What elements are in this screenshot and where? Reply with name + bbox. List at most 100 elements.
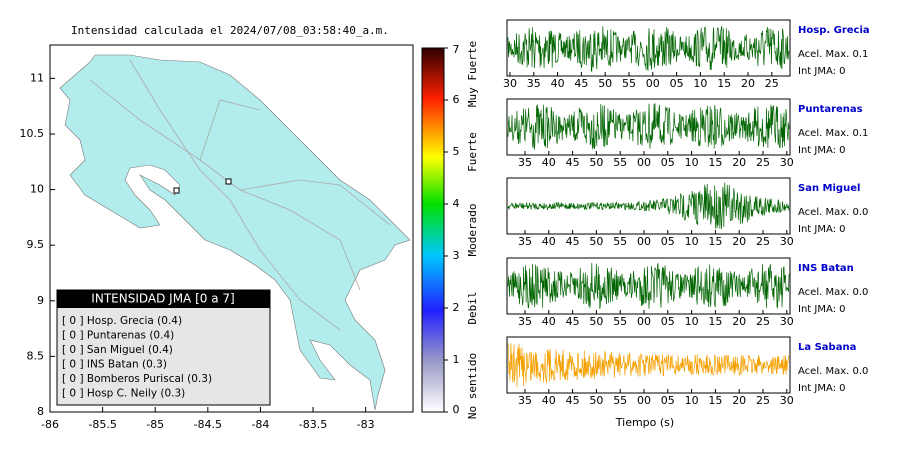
time-tick-label: 05 (670, 77, 684, 90)
colorbar-class: Fuerte (466, 132, 479, 172)
time-tick-label: 20 (732, 394, 746, 407)
time-tick-label: 00 (646, 77, 660, 90)
y-tick-label: 8.5 (27, 349, 45, 362)
time-tick-label: 35 (518, 315, 532, 328)
station-int: Int JMA: 0 (798, 304, 846, 315)
colorbar-tick-label: 3 (453, 249, 460, 262)
y-tick-label: 10 (30, 183, 44, 196)
time-tick-label: 30 (780, 235, 794, 248)
x-tick-label: -84.5 (194, 418, 222, 431)
time-tick-label: 15 (708, 315, 722, 328)
time-tick-label: 10 (685, 235, 699, 248)
time-tick-label: 50 (589, 156, 603, 169)
waveform (507, 182, 790, 230)
legend-entry: [ 0 ] Hosp. Grecia (0.4) (62, 315, 182, 327)
time-tick-label: 50 (589, 315, 603, 328)
time-tick-label: 45 (566, 156, 580, 169)
time-tick-label: 05 (661, 235, 675, 248)
y-tick-label: 9 (37, 294, 44, 307)
station-name: San Miguel (798, 183, 860, 194)
time-tick-label: 05 (661, 156, 675, 169)
time-tick-label: 35 (518, 235, 532, 248)
time-tick-label: 30 (503, 77, 517, 90)
station-accel: Acel. Max. 0.0 (798, 287, 868, 298)
time-tick-label: 55 (622, 77, 636, 90)
time-tick-label: 40 (542, 315, 556, 328)
time-tick-label: 55 (613, 235, 627, 248)
y-tick-label: 11 (30, 71, 44, 84)
y-tick-label: 9.5 (27, 238, 45, 251)
time-tick-label: 45 (566, 235, 580, 248)
time-tick-label: 20 (732, 315, 746, 328)
time-tick-label: 10 (693, 77, 707, 90)
legend-entry: [ 0 ] San Miguel (0.4) (62, 344, 173, 356)
time-tick-label: 15 (708, 235, 722, 248)
time-tick-label: 30 (780, 315, 794, 328)
roads (89, 59, 391, 331)
x-tick-label: -86 (41, 418, 59, 431)
time-tick-label: 25 (756, 394, 770, 407)
time-tick-label: 25 (756, 235, 770, 248)
station-name: Hosp. Grecia (798, 25, 870, 36)
time-tick-label: 00 (637, 394, 651, 407)
time-tick-label: 55 (613, 394, 627, 407)
legend-title: INTENSIDAD JMA [0 a 7] (91, 292, 234, 306)
time-tick-label: 40 (542, 235, 556, 248)
time-tick-label: 00 (637, 156, 651, 169)
time-tick-label: 10 (685, 156, 699, 169)
colorbar (421, 47, 445, 413)
time-tick-label: 30 (780, 156, 794, 169)
time-tick-label: 45 (566, 394, 580, 407)
station-int: Int JMA: 0 (798, 224, 846, 235)
legend-box (56, 289, 271, 406)
colorbar-class: Moderado (466, 204, 479, 257)
colorbar-class: Debil (466, 291, 479, 324)
x-tick-label: -85 (146, 418, 164, 431)
station-marker (173, 187, 180, 194)
time-tick-label: 20 (741, 77, 755, 90)
time-tick-label: 15 (708, 394, 722, 407)
time-tick-label: 00 (637, 235, 651, 248)
time-tick-label: 00 (637, 315, 651, 328)
colorbar-tick-label: 2 (453, 301, 460, 314)
legend-entry: [ 0 ] Hosp C. Neily (0.3) (62, 388, 185, 400)
time-tick-label: 50 (589, 235, 603, 248)
station-accel: Acel. Max. 0.1 (798, 128, 868, 139)
map-title: Intensidad calculada el 2024/07/08_03:58… (71, 24, 389, 37)
time-tick-label: 35 (518, 394, 532, 407)
land (59, 54, 411, 411)
time-tick-label: 25 (756, 156, 770, 169)
time-tick-label: 50 (598, 77, 612, 90)
station-int: Int JMA: 0 (798, 383, 846, 394)
time-tick-label: 45 (566, 315, 580, 328)
station-name: INS Batan (798, 263, 854, 274)
x-axis-label: Tiempo (s) (615, 416, 674, 429)
station-int: Int JMA: 0 (798, 66, 846, 77)
time-tick-label: 25 (756, 315, 770, 328)
time-tick-label: 55 (613, 315, 627, 328)
time-tick-label: 25 (765, 77, 779, 90)
time-tick-label: 10 (685, 315, 699, 328)
time-tick-label: 15 (708, 156, 722, 169)
waveform (507, 343, 790, 388)
colorbar-tick-label: 7 (453, 43, 460, 56)
colorbar-tick-label: 0 (453, 403, 460, 416)
time-tick-label: 15 (717, 77, 731, 90)
time-tick-label: 05 (661, 394, 675, 407)
station-int: Int JMA: 0 (798, 145, 846, 156)
time-tick-label: 45 (574, 77, 588, 90)
waveform (507, 25, 790, 73)
time-tick-label: 50 (589, 394, 603, 407)
x-tick-label: -83.5 (299, 418, 327, 431)
time-tick-label: 40 (542, 156, 556, 169)
x-tick-label: -84 (251, 418, 269, 431)
y-tick-label: 10.5 (20, 127, 45, 140)
time-tick-label: 20 (732, 235, 746, 248)
map-legend: INTENSIDAD JMA [0 a 7] (56, 289, 271, 406)
colorbar-tick-label: 6 (453, 93, 460, 106)
y-tick-label: 8 (37, 405, 44, 418)
station-accel: Acel. Max. 0.1 (798, 49, 868, 60)
station-name: Puntarenas (798, 104, 863, 115)
legend-entry: [ 0 ] Bomberos Puriscal (0.3) (62, 373, 212, 385)
